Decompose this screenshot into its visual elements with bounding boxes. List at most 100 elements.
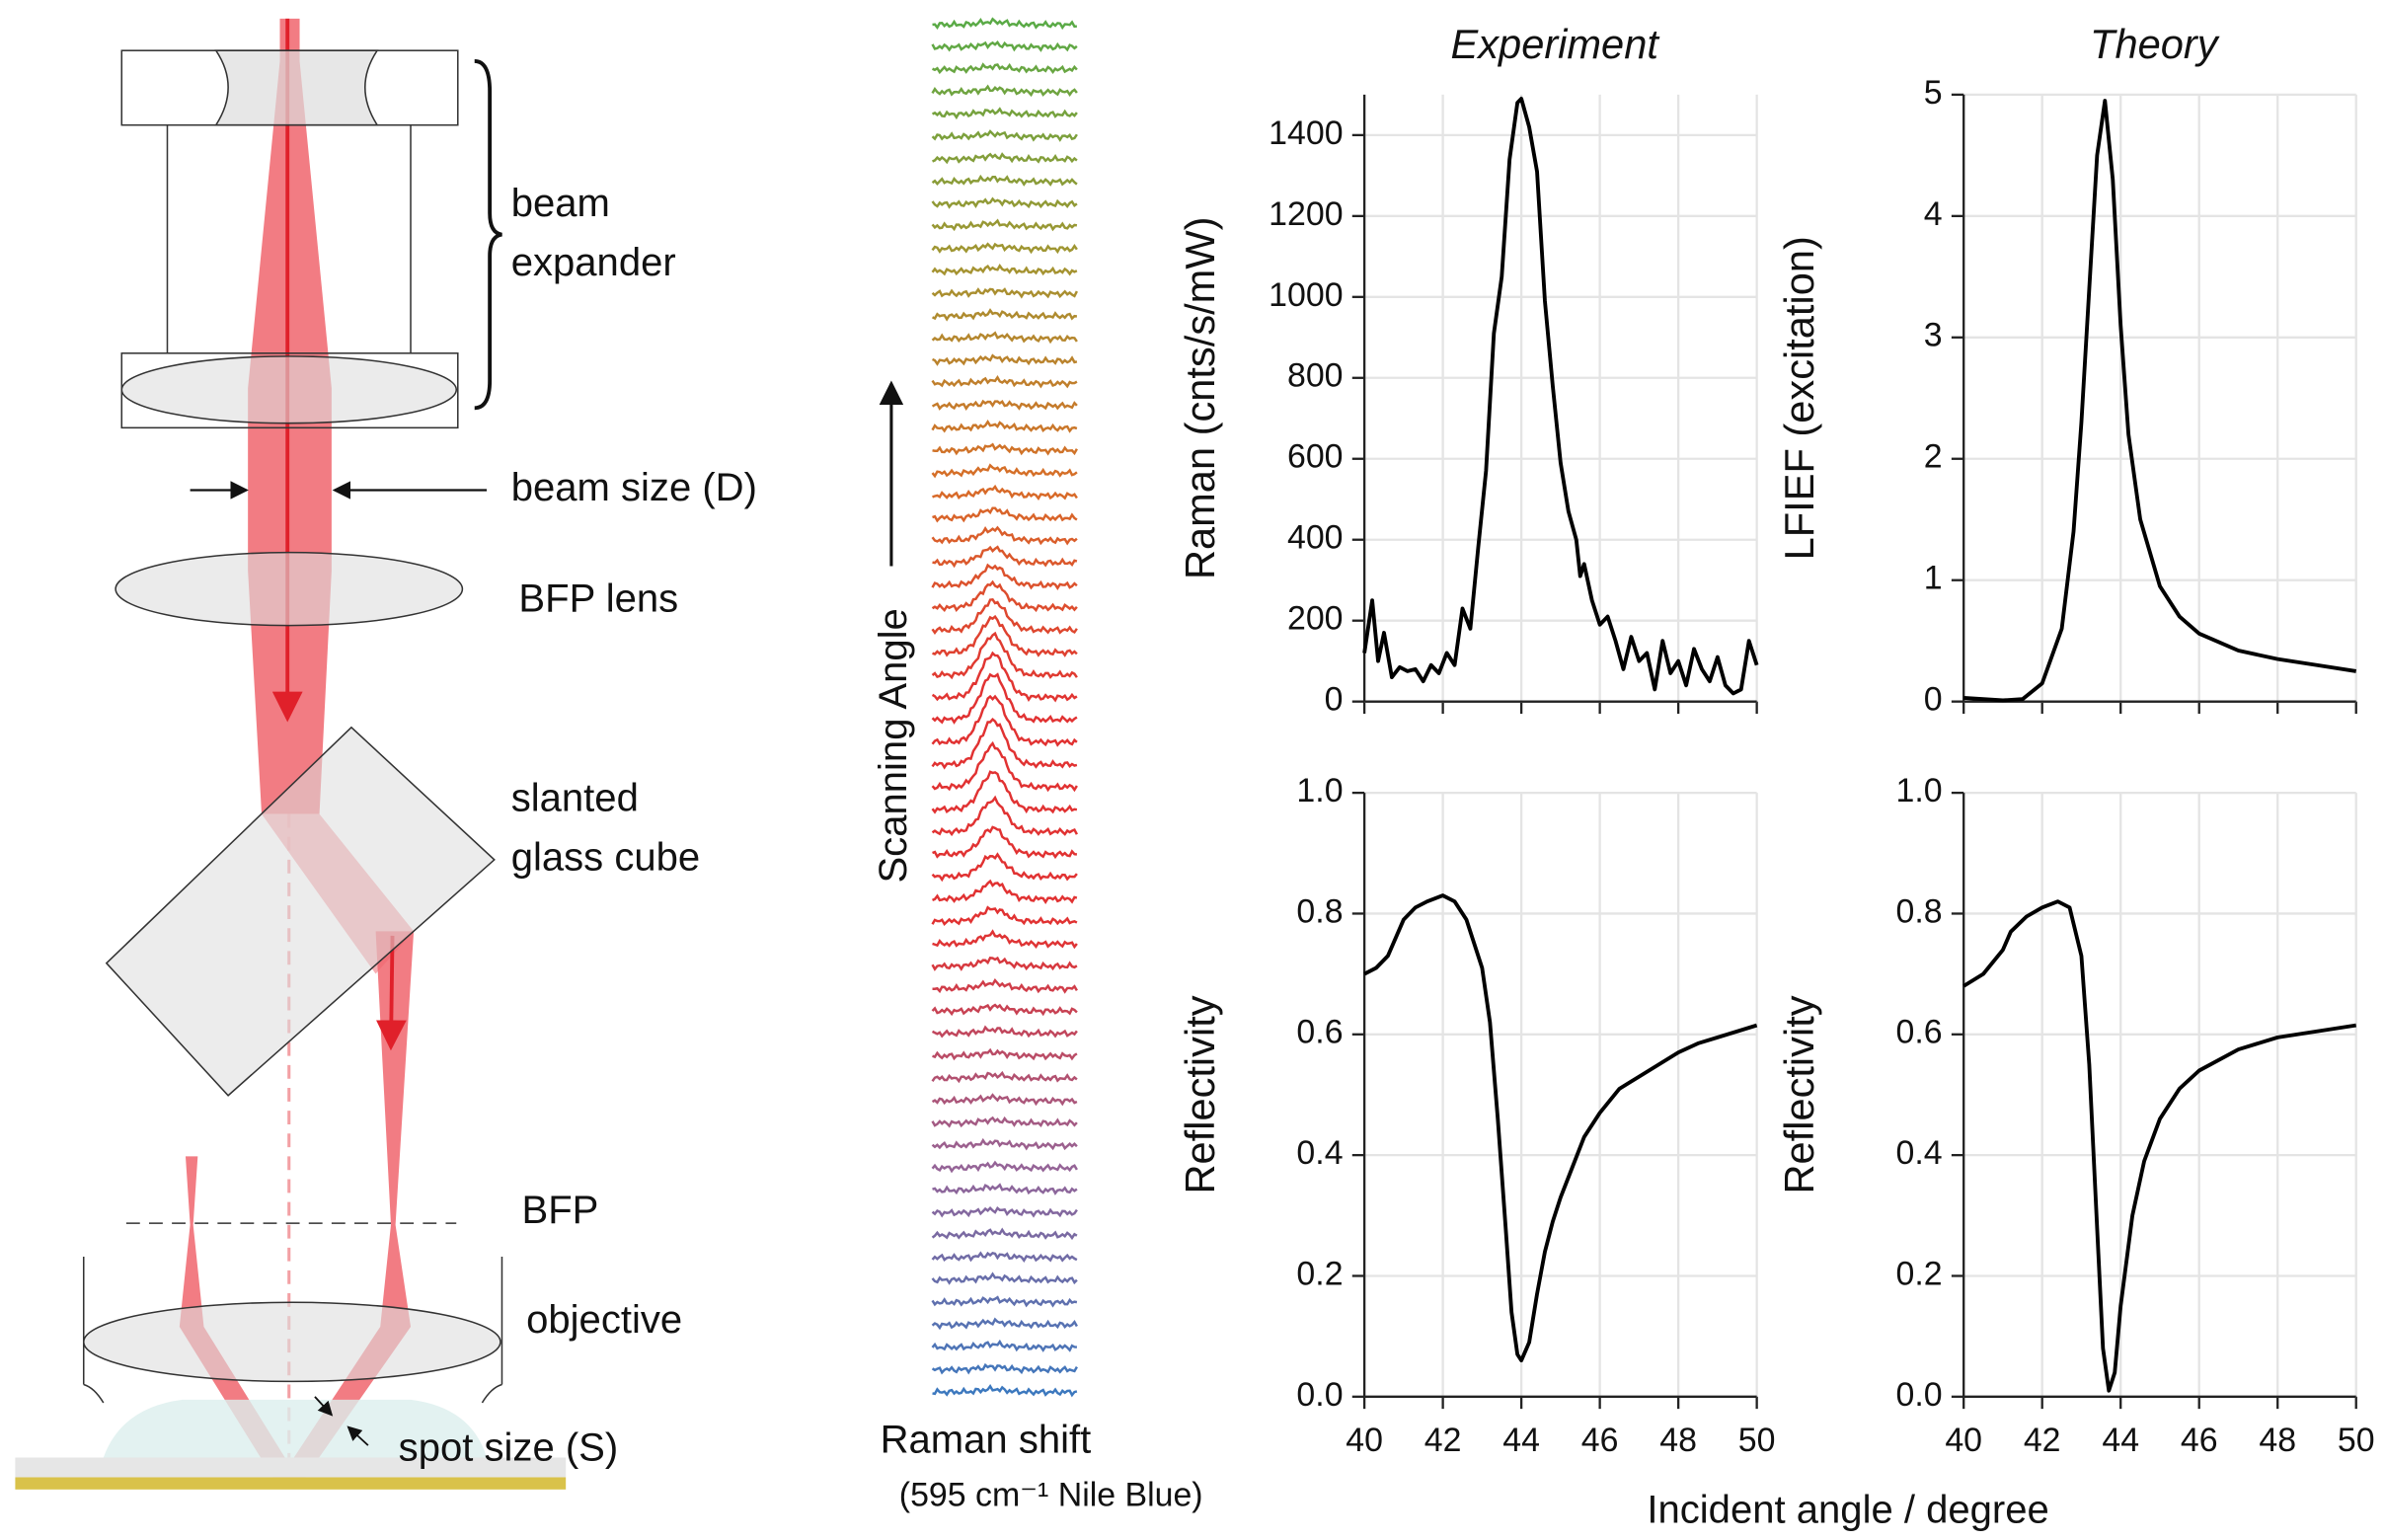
spectrum-trace [931,263,1078,276]
waterfall-xlabel: Raman shift [881,1419,1092,1462]
spectrum-trace [931,694,1078,747]
spectrum-trace [931,1205,1078,1218]
spectrum-trace [931,1093,1078,1107]
spectrum-trace [931,287,1078,299]
objective-foot [83,1383,502,1404]
spectrum-trace [931,242,1078,255]
x-tick-label: 46 [1581,1422,1619,1459]
spectrum-trace [932,879,1078,905]
label: beam [511,182,610,225]
spectrum-trace [932,545,1078,569]
label: slanted [511,776,639,819]
y-tick-label: 0.8 [1896,892,1943,930]
spectrum-trace [931,375,1078,389]
y-tick-label: 4 [1924,195,1943,233]
spectrum-trace [931,1362,1078,1375]
spectrum-trace [931,308,1078,322]
spectrum-trace [931,39,1078,52]
spectrum-trace [931,740,1078,793]
x-tick-label: 48 [2259,1422,2296,1459]
spectrum-trace [932,614,1078,657]
objective-lens [82,1301,501,1383]
spectrum-trace [932,1047,1078,1061]
y-tick-label: 0.2 [1296,1255,1343,1292]
spectrum-trace [931,1003,1078,1017]
brace [474,59,502,411]
waterfall-ylabel: Scanning Angle [872,608,915,883]
chart: 0 1 2 3 4 5 Theory LFIEF (excitation) [1776,21,2357,719]
chart-title: Experiment [1451,21,1660,67]
spectrum-trace [932,1183,1078,1195]
spectrum-trace [932,978,1078,994]
y-tick-label: 200 [1287,600,1344,638]
y-tick-label: 600 [1287,438,1344,476]
shared-xlabel: Incident angle / degree [1647,1488,2048,1531]
spectrum-trace [931,631,1078,680]
y-tick-label: 3 [1924,317,1943,354]
label: BFP [522,1189,599,1232]
y-tick-label: 1400 [1269,115,1343,152]
immersion-oil [103,1399,488,1458]
y-tick-label: 1.0 [1896,772,1943,809]
y-axis-label: LFIEF (excitation) [1776,236,1822,560]
y-tick-label: 0.0 [1296,1376,1343,1414]
y-tick-label: 800 [1287,357,1344,395]
spectrum-trace [931,1295,1078,1308]
spot-size-arrow [346,1425,369,1446]
y-tick-label: 5 [1924,74,1943,112]
spectrum-trace [932,107,1078,120]
y-tick-label: 0 [1325,681,1344,719]
waterfall: Scanning Angle Raman shift (595 cm⁻¹ Nil… [872,17,1203,1513]
x-tick-label: 40 [1945,1422,1982,1459]
label: beam size (D) [511,466,757,509]
spectrum-trace [931,1070,1078,1084]
spectrum-trace [931,1025,1078,1039]
spectrum-trace [932,442,1078,456]
spectrum-trace [931,420,1078,433]
substrate [15,1457,567,1478]
y-tick-label: 0.0 [1896,1376,1943,1414]
y-axis-label: Reflectivity [1177,995,1223,1194]
y-tick-label: 0.6 [1896,1014,1943,1051]
waterfall-note: (595 cm⁻¹ Nile Blue) [899,1476,1203,1513]
y-tick-label: 1.0 [1296,772,1343,809]
glass-cube [105,726,496,1097]
y-tick-label: 1200 [1269,195,1343,233]
label: spot size (S) [399,1425,619,1469]
x-tick-label: 46 [2181,1422,2218,1459]
spectrum-trace [931,129,1078,142]
spectrum-trace [931,399,1078,412]
y-tick-label: 2 [1924,438,1943,476]
spectrum-trace [931,174,1078,187]
spectrum-trace [931,1251,1078,1263]
spectrum-trace [931,597,1078,635]
spectrum-trace [932,17,1078,31]
spectrum-trace [931,956,1078,971]
data-line [1362,97,1759,696]
y-axis-label: Reflectivity [1776,995,1822,1194]
label: expander [511,241,676,284]
x-tick-label: 44 [2102,1422,2139,1459]
x-tick-label: 44 [1502,1422,1540,1459]
spectrum-trace [931,1227,1078,1241]
laser-beam-left [179,1156,204,1327]
spectrum-trace [931,1317,1078,1331]
beam-axis-lower [375,935,407,1051]
spectrum-trace [931,331,1078,345]
x-tick-label: 40 [1346,1422,1383,1459]
spectrum-trace [931,579,1078,613]
y-tick-label: 0 [1924,681,1943,719]
spectrum-trace [931,84,1078,98]
spectrum-trace [931,1160,1078,1174]
laser-beam-lower [375,931,415,1327]
y-tick-label: 0.2 [1896,1255,1943,1292]
spectrum-trace [932,506,1078,523]
spectrum-trace [931,1339,1077,1352]
y-tick-label: 0.8 [1296,892,1343,930]
y-tick-label: 0.4 [1296,1134,1343,1172]
spectrum-trace [932,1383,1078,1398]
spectrum-trace [931,905,1078,927]
spectrum-trace [931,196,1078,209]
